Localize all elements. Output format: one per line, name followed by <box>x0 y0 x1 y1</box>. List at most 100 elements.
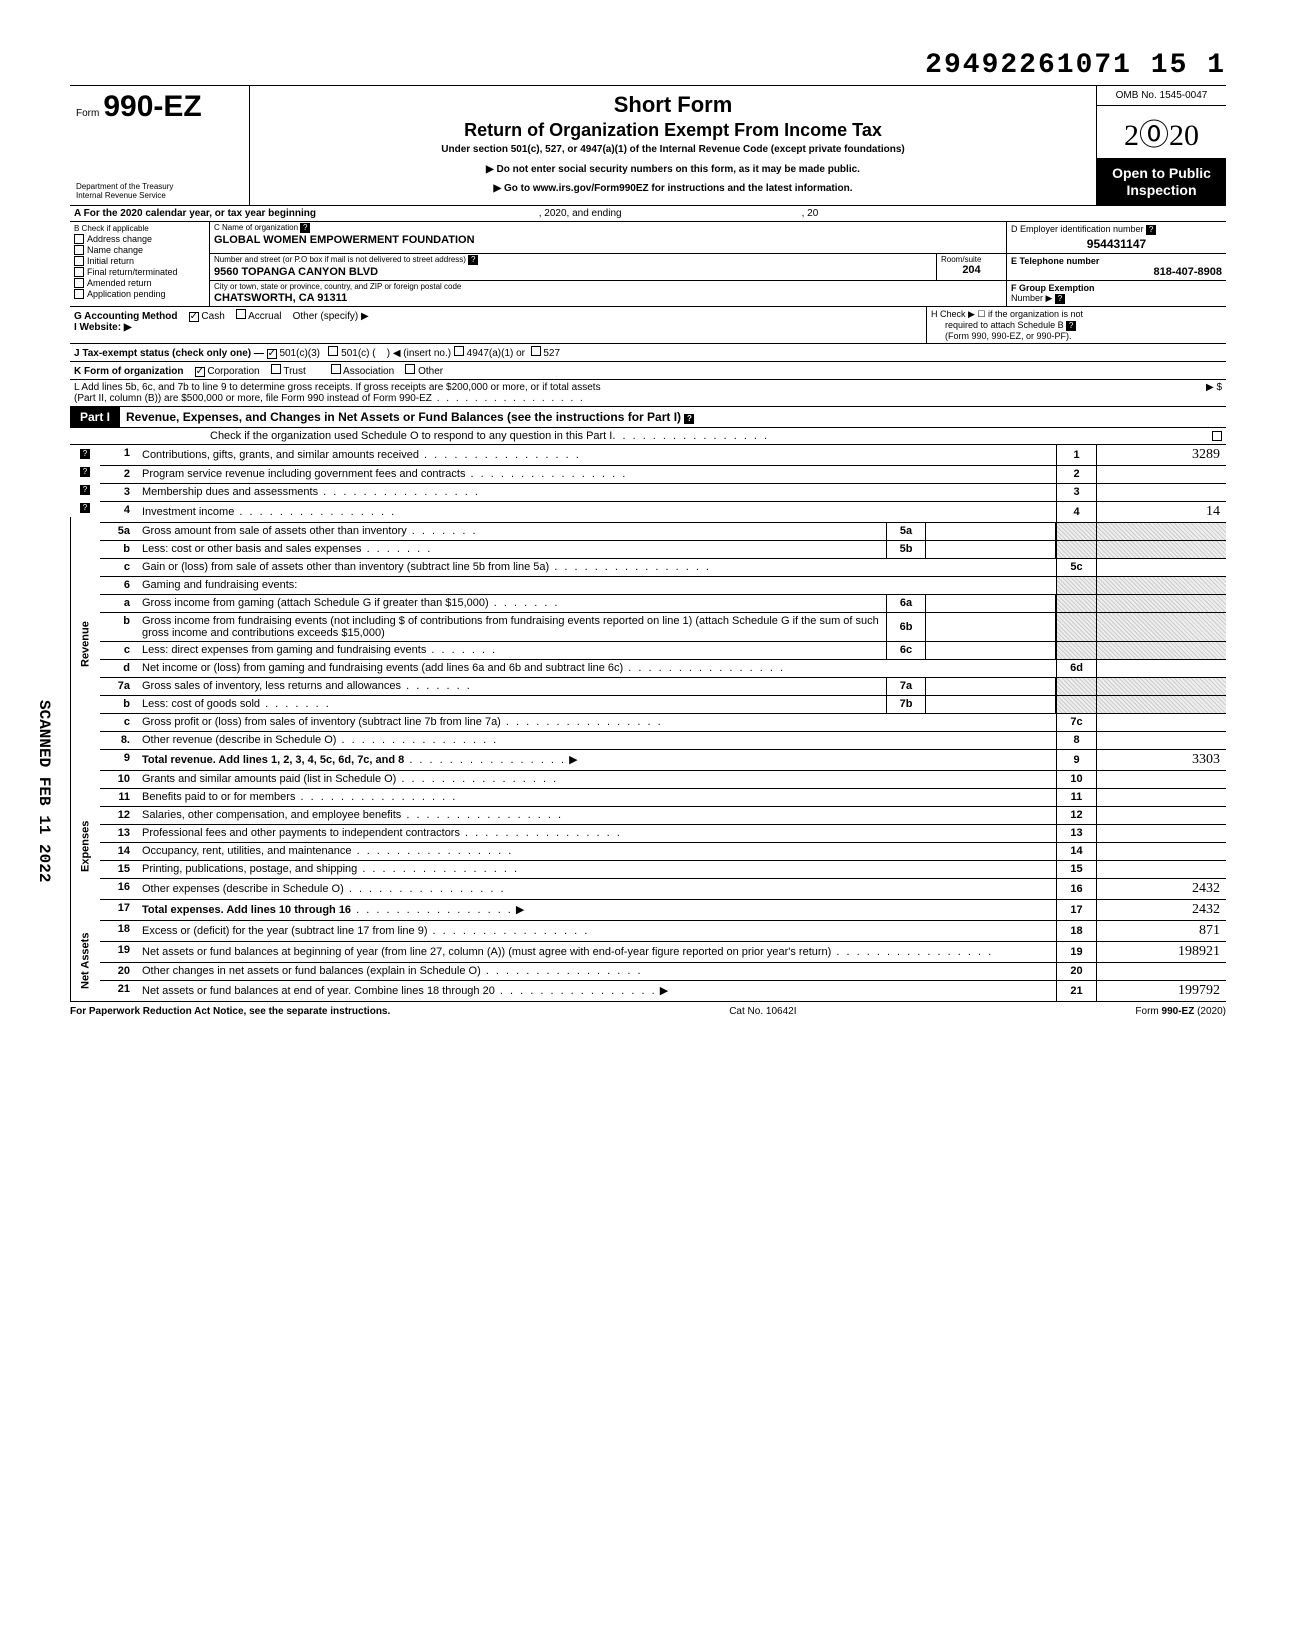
side-netassets-label: Net Assets <box>70 921 100 1001</box>
end-shaded <box>1056 595 1096 612</box>
mid-line-number: 7a <box>886 678 926 695</box>
end-line-value <box>1096 660 1226 677</box>
help-icon[interactable]: ? <box>1066 321 1076 331</box>
mid-line-number: 7b <box>886 696 926 713</box>
side-revenue-label: Revenue <box>70 517 100 771</box>
chk-4947[interactable] <box>454 346 464 356</box>
line-row: 10Grants and similar amounts paid (list … <box>100 771 1226 789</box>
chk-trust[interactable] <box>271 364 281 374</box>
form-number-block: Form 990-EZ <box>76 90 243 124</box>
help-icon[interactable]: ? <box>468 255 478 265</box>
chk-501c3[interactable] <box>267 349 277 359</box>
chk-cash[interactable] <box>189 312 199 322</box>
end-line-number: 14 <box>1056 843 1096 860</box>
line-row: bLess: cost of goods sold7b <box>100 696 1226 714</box>
line-row: 13Professional fees and other payments t… <box>100 825 1226 843</box>
help-icon[interactable]: ? <box>80 485 90 495</box>
dept-block: Department of the Treasury Internal Reve… <box>76 183 243 201</box>
k-trust: Trust <box>283 366 305 377</box>
end-line-value: 871 <box>1096 921 1226 941</box>
line-text: Gross income from gaming (attach Schedul… <box>138 595 886 612</box>
chk-name-change[interactable] <box>74 245 84 255</box>
end-shaded <box>1056 577 1096 594</box>
chk-final-return[interactable] <box>74 267 84 277</box>
chk-corp[interactable] <box>195 367 205 377</box>
form-prefix: Form <box>76 108 99 119</box>
end-line-value <box>1096 714 1226 731</box>
chk-application-pending[interactable] <box>74 289 84 299</box>
line-text: Professional fees and other payments to … <box>138 825 1056 842</box>
room-label: Room/suite <box>941 255 1002 264</box>
line-number: 14 <box>100 843 138 860</box>
line-text: Other revenue (describe in Schedule O) <box>138 732 1056 749</box>
opt-name-change: Name change <box>87 245 143 255</box>
arrow-line-2: ▶ Go to www.irs.gov/Form990EZ for instru… <box>260 183 1086 194</box>
line-text: Gain or (loss) from sale of assets other… <box>138 559 1056 576</box>
form-number: 990-EZ <box>103 90 201 124</box>
line-text: Occupancy, rent, utilities, and maintena… <box>138 843 1056 860</box>
end-line-number: 4 <box>1056 502 1096 522</box>
line-number: d <box>100 660 138 677</box>
room-value: 204 <box>941 264 1002 276</box>
chk-schedule-o[interactable] <box>1212 431 1222 441</box>
line-number: 16 <box>100 879 138 899</box>
end-line-number: 18 <box>1056 921 1096 941</box>
help-icon[interactable]: ? <box>1146 225 1156 235</box>
line-number: 7a <box>100 678 138 695</box>
form-header: Form 990-EZ Department of the Treasury I… <box>70 85 1226 206</box>
help-icon[interactable]: ? <box>300 223 310 233</box>
help-icon[interactable]: ? <box>684 414 694 424</box>
help-icon[interactable]: ? <box>80 467 90 477</box>
line-row: 11Benefits paid to or for members11 <box>100 789 1226 807</box>
row-a-end: , 20 <box>802 208 819 219</box>
chk-527[interactable] <box>531 346 541 356</box>
line-row: 9Total revenue. Add lines 1, 2, 3, 4, 5c… <box>100 750 1226 771</box>
end-line-value: 2432 <box>1096 900 1226 920</box>
netassets-section: Net Assets 18Excess or (deficit) for the… <box>70 921 1226 1002</box>
end-shaded-val <box>1096 595 1226 612</box>
footer-right: Form 990-EZ (2020) <box>1135 1006 1226 1017</box>
row-k: K Form of organization Corporation Trust… <box>70 362 1226 380</box>
end-line-number: 13 <box>1056 825 1096 842</box>
end-shaded-val <box>1096 613 1226 641</box>
chk-address-change[interactable] <box>74 234 84 244</box>
end-shaded <box>1056 696 1096 713</box>
line-row: dNet income or (loss) from gaming and fu… <box>100 660 1226 678</box>
end-shaded-val <box>1096 577 1226 594</box>
side-expenses-label: Expenses <box>70 771 100 921</box>
line-text: Less: cost or other basis and sales expe… <box>138 541 886 558</box>
d-label: D Employer identification number <box>1011 224 1144 234</box>
chk-initial-return[interactable] <box>74 256 84 266</box>
footer-row: For Paperwork Reduction Act Notice, see … <box>70 1002 1226 1017</box>
help-icon[interactable]: ? <box>1055 294 1065 304</box>
line-row: 21Net assets or fund balances at end of … <box>100 981 1226 1001</box>
i-label: I Website: ▶ <box>74 322 132 333</box>
end-line-value <box>1096 559 1226 576</box>
line-number: c <box>100 714 138 731</box>
end-line-number: 17 <box>1056 900 1096 920</box>
help-icon[interactable]: ? <box>80 449 90 459</box>
chk-501c[interactable] <box>328 346 338 356</box>
line-text: Total revenue. Add lines 1, 2, 3, 4, 5c,… <box>138 750 1056 770</box>
schedule-o-check-row: Check if the organization used Schedule … <box>70 428 1226 445</box>
end-shaded <box>1056 642 1096 659</box>
line-text: Net assets or fund balances at beginning… <box>138 942 1056 962</box>
end-shaded <box>1056 678 1096 695</box>
help-icon[interactable]: ? <box>80 503 90 513</box>
end-line-value: 3303 <box>1096 750 1226 770</box>
chk-other[interactable] <box>405 364 415 374</box>
chk-assoc[interactable] <box>331 364 341 374</box>
end-shaded-val <box>1096 678 1226 695</box>
line-number: 17 <box>100 900 138 920</box>
line-row: 7aGross sales of inventory, less returns… <box>100 678 1226 696</box>
end-line-number: 7c <box>1056 714 1096 731</box>
line-row: 3Membership dues and assessments3 <box>100 484 1226 502</box>
line-row: 17Total expenses. Add lines 10 through 1… <box>100 900 1226 921</box>
k-corp: Corporation <box>207 366 259 377</box>
chk-accrual[interactable] <box>236 309 246 319</box>
l-text2: (Part II, column (B)) are $500,000 or mo… <box>74 393 432 404</box>
header-right: OMB No. 1545-0047 2⓪20 Open to Public In… <box>1096 86 1226 205</box>
end-line-number: 10 <box>1056 771 1096 788</box>
mid-line-value <box>926 678 1056 695</box>
chk-amended-return[interactable] <box>74 278 84 288</box>
